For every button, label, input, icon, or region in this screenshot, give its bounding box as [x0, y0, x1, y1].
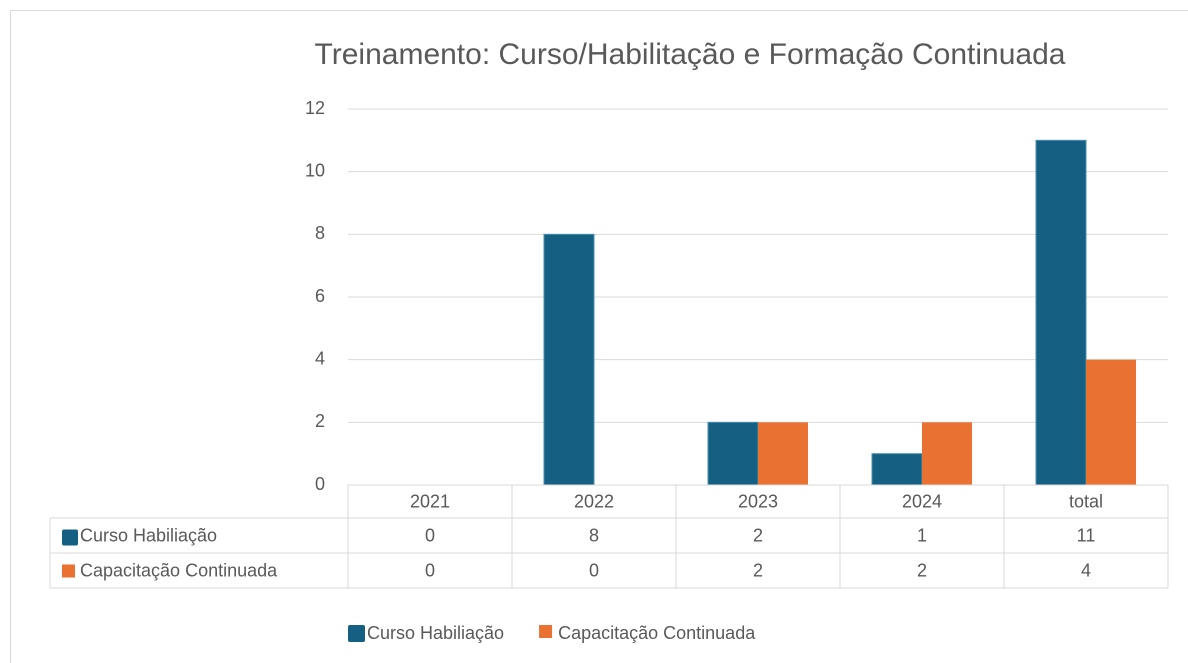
table-cell: 11 [1077, 525, 1096, 545]
legend-key [348, 625, 365, 642]
table-cell: 0 [589, 560, 599, 580]
x-tick-label: 2022 [574, 491, 614, 511]
chart-frame [10, 10, 1188, 663]
x-tick-label: 2024 [902, 491, 942, 511]
table-cell: 1 [917, 525, 927, 545]
table-cell: 0 [425, 525, 435, 545]
table-legend-key [62, 529, 78, 546]
table-cell: 0 [425, 560, 435, 580]
bar [1086, 359, 1136, 485]
y-tick-label: 10 [305, 160, 325, 180]
bar [543, 233, 595, 486]
x-tick-label: 2021 [410, 491, 450, 511]
bar [707, 421, 759, 486]
bar [758, 422, 808, 485]
x-tick-label: 2023 [738, 491, 778, 511]
legend-label: Capacitação Continuada [558, 623, 756, 643]
y-tick-label: 0 [315, 474, 325, 494]
table-cell: 4 [1081, 560, 1091, 580]
bar [1035, 139, 1087, 486]
legend-label: Curso Habiliação [367, 623, 504, 643]
y-tick-label: 8 [315, 223, 325, 243]
table-series-name: Capacitação Continuada [80, 560, 278, 580]
table-cell: 2 [753, 525, 763, 545]
bar [922, 422, 972, 485]
legend-key [539, 625, 553, 638]
y-tick-label: 12 [305, 98, 325, 118]
y-tick-label: 4 [315, 348, 325, 368]
table-cell: 2 [917, 560, 927, 580]
y-tick-label: 6 [315, 286, 325, 306]
x-tick-label: total [1069, 491, 1103, 511]
bar [871, 453, 923, 486]
table-series-name: Curso Habiliação [80, 525, 217, 545]
table-cell: 2 [753, 560, 763, 580]
y-tick-label: 2 [315, 411, 325, 431]
table-legend-key [62, 564, 75, 578]
table-cell: 8 [589, 525, 599, 545]
chart-title: Treinamento: Curso/Habilitação e Formaçã… [315, 38, 1066, 71]
